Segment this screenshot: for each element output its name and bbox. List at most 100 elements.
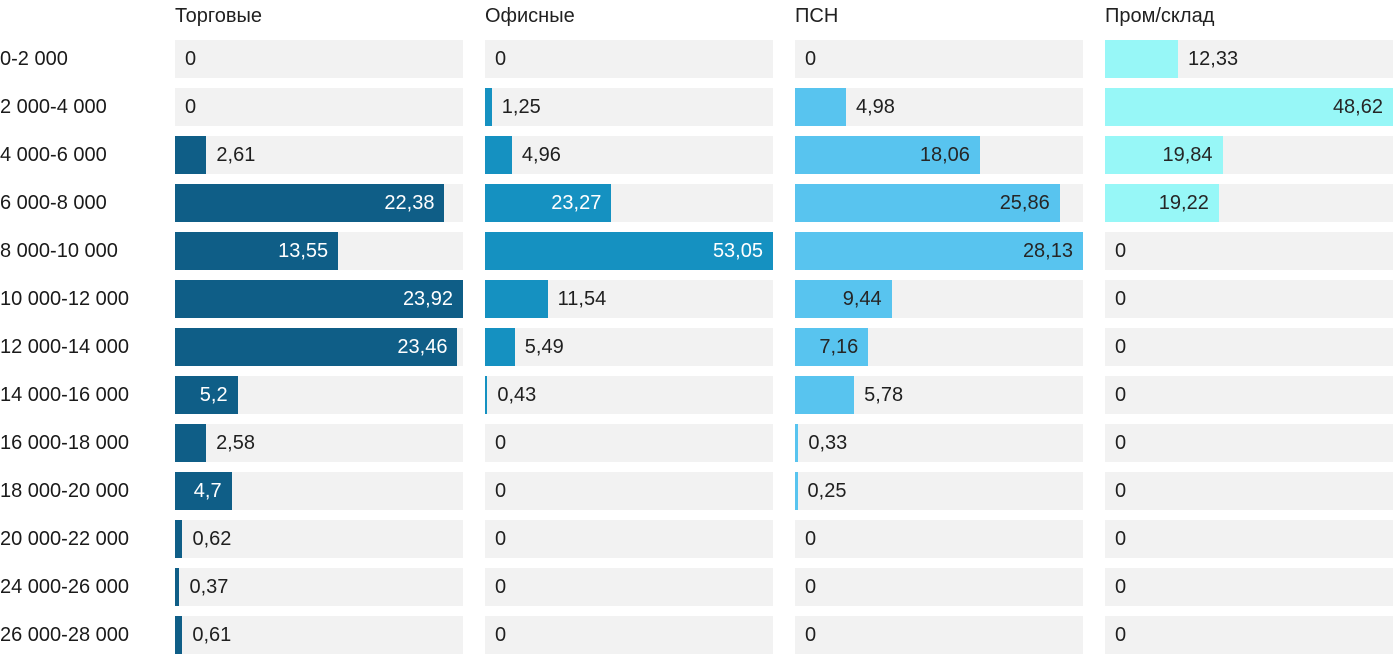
value-label: 11,54 xyxy=(557,288,607,310)
bar-track: 53,05 xyxy=(485,232,773,270)
bar xyxy=(485,328,515,366)
row-label: 12 000-14 000 xyxy=(0,336,130,358)
value-label: 0 xyxy=(495,528,507,550)
bar xyxy=(175,568,180,606)
bar-track: 0,61 xyxy=(175,616,463,654)
chart-row: 14 000-16 000 5,2 0,43 5,78 0 xyxy=(0,376,1393,414)
bar-track: 4,98 xyxy=(795,88,1083,126)
bar xyxy=(485,280,548,318)
row-label: 14 000-16 000 xyxy=(0,384,130,406)
header-spacer xyxy=(0,4,153,28)
value-label: 0 xyxy=(1115,624,1127,646)
bar-track: 0 xyxy=(485,424,773,462)
value-label: 0 xyxy=(185,96,197,118)
value-label: 0 xyxy=(805,576,817,598)
bar-track: 0 xyxy=(485,40,773,78)
row-label: 20 000-22 000 xyxy=(0,528,130,550)
value-label: 0 xyxy=(495,624,507,646)
bar-track: 4,96 xyxy=(485,136,773,174)
value-label: 0 xyxy=(495,480,507,502)
row-label: 24 000-26 000 xyxy=(0,576,130,598)
bar-track: 0 xyxy=(795,616,1083,654)
column-header: Пром/склад xyxy=(1105,5,1215,27)
bar-track: 0 xyxy=(175,40,463,78)
bar-track: 0 xyxy=(485,472,773,510)
chart-row: 6 000-8 000 22,38 23,27 25,86 19,22 xyxy=(0,184,1393,222)
chart-row: 0-2 000 0 0 0 12,33 xyxy=(0,40,1393,78)
value-label: 23,92 xyxy=(402,288,453,310)
bar-track: 5,49 xyxy=(485,328,773,366)
bar-track: 19,84 xyxy=(1105,136,1393,174)
value-label: 0 xyxy=(1115,288,1127,310)
bar xyxy=(1105,136,1223,174)
value-label: 0 xyxy=(1115,576,1127,598)
value-label: 18,06 xyxy=(919,144,970,166)
bar-track: 0 xyxy=(1105,616,1393,654)
bar xyxy=(175,472,232,510)
bar-chart: Торговые Офисные ПСН Пром/склад 0-2 000 0 0 0 1… xyxy=(0,4,1393,654)
row-label: 10 000-12 000 xyxy=(0,288,130,310)
bar-track: 23,92 xyxy=(175,280,463,318)
value-label: 0 xyxy=(1115,480,1127,502)
bar xyxy=(795,136,980,174)
value-label: 22,38 xyxy=(384,192,435,214)
chart-row: 8 000-10 000 13,55 53,05 28,13 0 xyxy=(0,232,1393,270)
bar-track: 18,06 xyxy=(795,136,1083,174)
bar xyxy=(175,328,458,366)
bar xyxy=(795,280,892,318)
bar-track: 22,38 xyxy=(175,184,463,222)
row-label: 8 000-10 000 xyxy=(0,240,118,262)
bar-track: 19,22 xyxy=(1105,184,1393,222)
bar xyxy=(175,232,339,270)
value-label: 4,7 xyxy=(193,480,222,502)
bar xyxy=(795,328,869,366)
chart-row: 20 000-22 000 0,62 0 0 0 xyxy=(0,520,1393,558)
value-label: 0 xyxy=(1115,336,1127,358)
value-label: 0 xyxy=(1115,240,1127,262)
bar xyxy=(175,136,207,174)
bar-track: 0 xyxy=(795,40,1083,78)
bar xyxy=(485,88,492,126)
value-label: 0,25 xyxy=(807,480,847,502)
bar xyxy=(1105,88,1393,126)
bar-track: 7,16 xyxy=(795,328,1083,366)
row-label: 6 000-8 000 xyxy=(0,192,107,214)
bar-track: 0 xyxy=(175,88,463,126)
bar-track: 0 xyxy=(1105,568,1393,606)
value-label: 0,37 xyxy=(189,576,229,598)
value-label: 2,58 xyxy=(216,432,255,454)
bar-track: 0 xyxy=(795,568,1083,606)
bar xyxy=(795,184,1060,222)
bar-track: 0 xyxy=(485,568,773,606)
bar-track: 0 xyxy=(795,520,1083,558)
bar xyxy=(1105,184,1219,222)
bar xyxy=(175,280,463,318)
bar-track: 25,86 xyxy=(795,184,1083,222)
value-label: 4,98 xyxy=(855,96,895,118)
bar-track: 0 xyxy=(485,520,773,558)
value-label: 19,84 xyxy=(1162,144,1213,166)
value-label: 0 xyxy=(1115,432,1127,454)
column-header: ПСН xyxy=(795,5,839,27)
value-label: 0 xyxy=(495,48,507,70)
value-label: 4,96 xyxy=(521,144,561,166)
bar xyxy=(795,424,799,462)
bar-track: 0 xyxy=(1105,424,1393,462)
bar-track: 0 xyxy=(1105,472,1393,510)
row-label: 18 000-20 000 xyxy=(0,480,130,502)
bar-track: 0 xyxy=(1105,280,1393,318)
value-label: 0 xyxy=(495,432,507,454)
value-label: 13,55 xyxy=(278,240,329,262)
value-label: 5,2 xyxy=(199,384,228,406)
column-header: Торговые xyxy=(175,5,263,27)
value-label: 0,33 xyxy=(808,432,848,454)
bar xyxy=(175,616,183,654)
bar xyxy=(795,472,798,510)
bar-track: 23,27 xyxy=(485,184,773,222)
value-label: 53,05 xyxy=(712,240,763,262)
bar xyxy=(485,136,512,174)
bar-track: 0 xyxy=(1105,520,1393,558)
bar xyxy=(485,232,773,270)
bar-track: 4,7 xyxy=(175,472,463,510)
bar-track: 9,44 xyxy=(795,280,1083,318)
